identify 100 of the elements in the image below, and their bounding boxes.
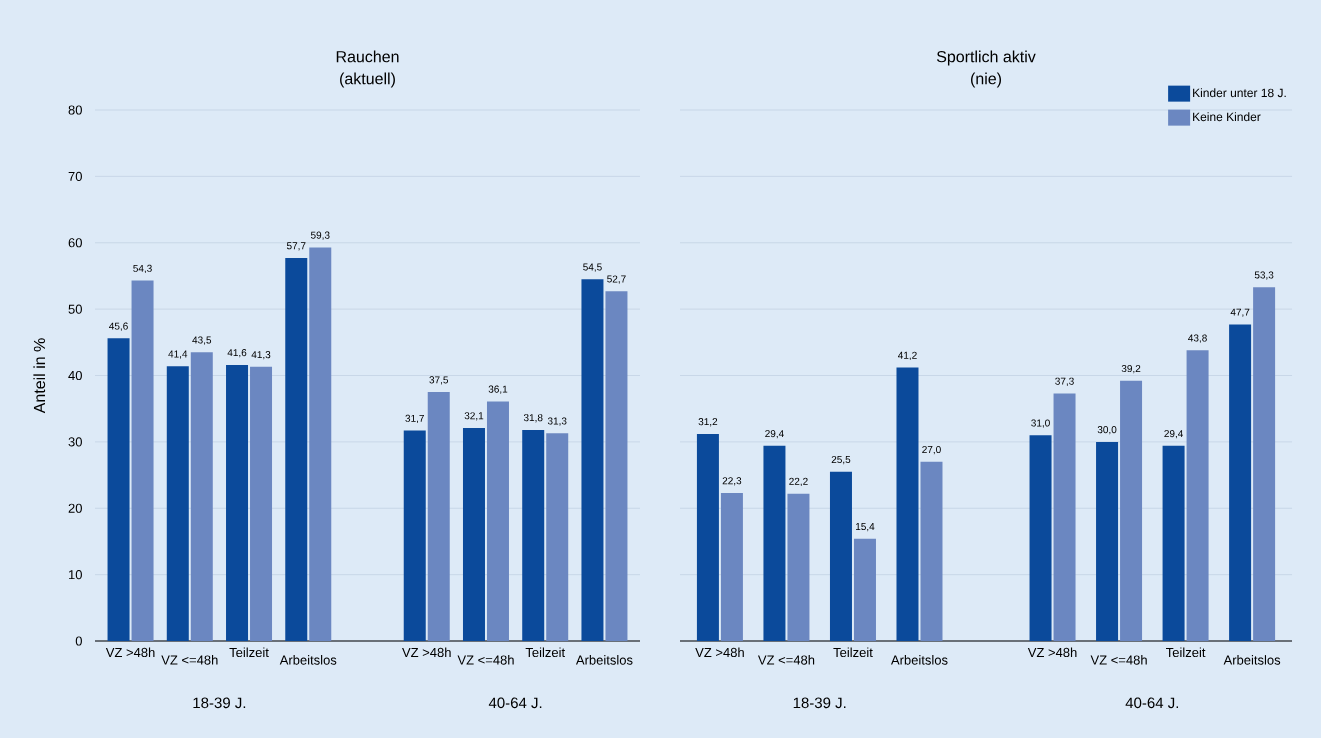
data-label: 31,7 bbox=[405, 414, 424, 424]
data-label: 54,5 bbox=[583, 263, 602, 272]
bar bbox=[1253, 287, 1276, 641]
x-tick-label: VZ <=48h bbox=[457, 655, 514, 665]
bar bbox=[1120, 380, 1143, 641]
chart-subtitle: (nie) bbox=[971, 72, 1002, 88]
bar bbox=[131, 280, 154, 641]
y-tick-label: 30 bbox=[68, 437, 82, 447]
data-label: 39,2 bbox=[1121, 365, 1141, 374]
data-label: 37,5 bbox=[429, 376, 449, 385]
data-label: 22,3 bbox=[722, 477, 742, 486]
data-label: 59,3 bbox=[310, 231, 330, 240]
y-tick-label: 20 bbox=[68, 503, 82, 513]
bar bbox=[309, 247, 332, 641]
legend-label: Kinder unter 18 J. bbox=[1193, 88, 1286, 98]
text: 40-64 J. bbox=[488, 697, 542, 709]
data-label: 43,5 bbox=[192, 336, 212, 345]
data-label: 41,6 bbox=[227, 349, 247, 358]
bar bbox=[605, 291, 628, 641]
bar bbox=[896, 367, 919, 641]
y-tick-label: 0 bbox=[75, 636, 82, 646]
bar bbox=[166, 366, 189, 641]
bar bbox=[462, 427, 485, 641]
bar bbox=[720, 492, 743, 641]
bar bbox=[250, 366, 273, 641]
x-tick-label: VZ <=48h bbox=[1090, 655, 1147, 665]
data-label: 36,1 bbox=[488, 385, 508, 394]
data-label: 54,3 bbox=[133, 264, 152, 274]
bar bbox=[285, 258, 308, 641]
text: 18-39 J. bbox=[193, 697, 246, 709]
x-tick-label: Arbeitslos bbox=[575, 655, 633, 665]
y-tick-label: 80 bbox=[68, 105, 82, 115]
bar bbox=[427, 392, 450, 641]
bar bbox=[107, 338, 130, 641]
data-label: 57,7 bbox=[286, 242, 306, 251]
data-label: 45,6 bbox=[109, 322, 128, 331]
data-label: 22,2 bbox=[789, 477, 808, 487]
data-label: 41,4 bbox=[168, 350, 188, 359]
data-label: 31,2 bbox=[698, 418, 718, 427]
data-label: 29,4 bbox=[765, 430, 784, 439]
data-label: 32,1 bbox=[464, 412, 484, 421]
x-tick-label: VZ >48h bbox=[105, 647, 155, 658]
bar bbox=[1186, 350, 1209, 641]
x-tick-label: VZ >48h bbox=[1027, 647, 1077, 658]
y-tick-label: 40 bbox=[68, 370, 82, 381]
x-tick-label: Teilzeit bbox=[229, 647, 269, 658]
x-tick-label: VZ >48h bbox=[402, 647, 451, 658]
x-tick-label: VZ <=48h bbox=[161, 655, 218, 665]
bar bbox=[787, 493, 810, 641]
data-label: 27,0 bbox=[922, 445, 941, 455]
chart-title: Sportlich aktiv bbox=[936, 50, 1036, 66]
bar bbox=[1029, 435, 1052, 641]
data-label: 53,3 bbox=[1254, 271, 1274, 280]
bar bbox=[763, 445, 786, 641]
x-tick-label: VZ >48h bbox=[695, 647, 744, 658]
bar bbox=[1229, 324, 1252, 641]
bar bbox=[486, 401, 509, 641]
bar bbox=[190, 352, 213, 641]
data-label: 47,7 bbox=[1230, 308, 1250, 317]
chart-subtitle: (aktuell) bbox=[340, 72, 395, 88]
data-label: 37,3 bbox=[1055, 377, 1074, 386]
x-tick-label: Arbeitslos bbox=[279, 655, 337, 665]
data-label: 15,4 bbox=[856, 523, 875, 532]
y-tick-label: 70 bbox=[68, 171, 82, 181]
x-tick-label: Teilzeit bbox=[833, 647, 873, 658]
y-tick-label: 10 bbox=[68, 570, 82, 580]
x-tick-label: Teilzeit bbox=[1166, 647, 1206, 658]
legend-label: Keine Kinder bbox=[1193, 112, 1261, 122]
bar bbox=[829, 471, 852, 641]
x-tick-label: Arbeitslos bbox=[1223, 655, 1281, 665]
bar bbox=[1096, 441, 1119, 641]
bar bbox=[403, 430, 426, 641]
data-label: 41,3 bbox=[251, 351, 271, 360]
bar bbox=[1053, 393, 1076, 641]
x-tick-label: Arbeitslos bbox=[890, 655, 948, 665]
data-label: 52,7 bbox=[607, 275, 626, 284]
data-label: 31,3 bbox=[547, 417, 567, 426]
bar bbox=[853, 538, 876, 641]
y-tick-label: 60 bbox=[68, 238, 82, 248]
text: 18-39 J. bbox=[793, 697, 846, 709]
x-tick-label: Teilzeit bbox=[525, 647, 565, 658]
bar bbox=[1162, 445, 1185, 641]
x-tick-label: VZ <=48h bbox=[757, 655, 815, 665]
data-label: 25,5 bbox=[831, 455, 851, 465]
bar bbox=[920, 461, 943, 641]
data-label: 31,0 bbox=[1031, 419, 1050, 428]
bar bbox=[522, 429, 545, 641]
text: 40-64 J. bbox=[1125, 697, 1179, 709]
data-label: 29,4 bbox=[1164, 430, 1184, 439]
bar bbox=[226, 364, 249, 641]
chart-title: Rauchen bbox=[336, 50, 399, 63]
data-label: 43,8 bbox=[1188, 334, 1207, 343]
data-label: 31,8 bbox=[523, 414, 543, 423]
y-axis-title: Anteil in % bbox=[33, 338, 46, 414]
data-label: 41,2 bbox=[897, 351, 917, 361]
bar bbox=[581, 279, 604, 641]
bar bbox=[696, 433, 719, 641]
y-tick-label: 50 bbox=[68, 304, 82, 314]
data-label: 30,0 bbox=[1097, 426, 1117, 435]
bar bbox=[546, 433, 569, 641]
